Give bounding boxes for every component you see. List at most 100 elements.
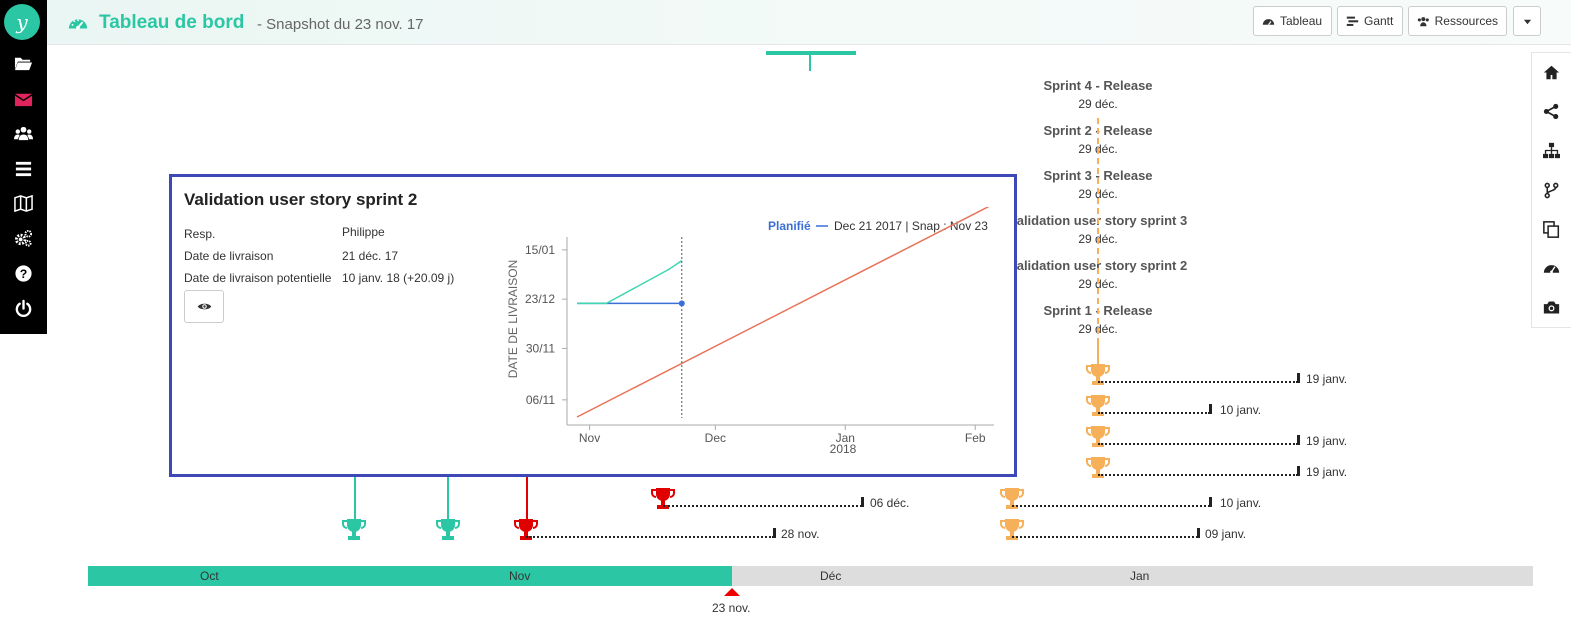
- milestone-connector: [354, 470, 356, 520]
- delay-end-marker: [1209, 497, 1212, 507]
- svg-text:?: ?: [20, 266, 28, 280]
- gantt-button[interactable]: Gantt: [1337, 6, 1403, 36]
- page-subtitle: - Snapshot du 23 nov. 17: [257, 16, 424, 33]
- camera-icon[interactable]: [1532, 288, 1571, 327]
- delay-line: [1098, 474, 1298, 476]
- delay-line: [1012, 536, 1198, 538]
- dashboard-icon[interactable]: [1532, 249, 1571, 288]
- users-icon: [1417, 16, 1429, 26]
- month-label: Nov: [509, 569, 531, 583]
- delay-end-marker: [861, 497, 864, 507]
- dashboard-icon: [1262, 18, 1275, 25]
- trophy-icon[interactable]: [1085, 455, 1111, 481]
- question-icon[interactable]: ?: [0, 258, 47, 288]
- month-label: Déc: [820, 569, 842, 583]
- delay-label: 19 janv.: [1306, 465, 1348, 479]
- more-dropdown-button[interactable]: [1513, 6, 1541, 36]
- reference-diagonal-line: [576, 207, 990, 418]
- trophy-icon[interactable]: [341, 517, 367, 543]
- gantt-button-label: Gantt: [1364, 14, 1394, 28]
- month-label: Oct: [200, 569, 219, 583]
- dashboard-icon: [68, 19, 88, 30]
- chart-x-tick-label: Feb: [965, 431, 986, 445]
- legend-info: Dec 21 2017 | Snap : Nov 23: [834, 219, 988, 233]
- delay-line: [663, 505, 862, 507]
- delay-end-marker: [1297, 373, 1300, 383]
- map-icon[interactable]: [0, 188, 47, 218]
- delay-label: 06 déc.: [870, 496, 910, 510]
- sitemap-icon[interactable]: [1532, 131, 1571, 170]
- popup-title: Validation user story sprint 2: [184, 190, 418, 209]
- chart-x-sublabel: 2018: [830, 442, 857, 456]
- delay-line: [1098, 443, 1298, 445]
- timeline-bar: Oct Nov Déc Jan: [88, 566, 1533, 586]
- view-button[interactable]: [184, 290, 224, 323]
- milestone-date: 29 déc.: [1078, 97, 1118, 111]
- delay-label: 09 janv.: [1205, 527, 1247, 541]
- left-sidebar: y ?: [0, 0, 47, 334]
- milestone-label[interactable]: Sprint 4 - Release 29 déc.: [988, 78, 1208, 111]
- delay-label: 19 janv.: [1306, 434, 1348, 448]
- delay-label: 28 nov.: [781, 527, 820, 541]
- milestone-connector: [526, 470, 528, 520]
- eye-icon: [197, 303, 211, 310]
- delay-end-marker: [1197, 528, 1200, 538]
- users-icon[interactable]: [0, 118, 47, 148]
- trophy-icon[interactable]: [1085, 393, 1111, 419]
- chart-y-axis-label: DATE DE LIVRAISON: [506, 260, 520, 378]
- envelope-icon[interactable]: [0, 84, 47, 114]
- chart-y-tick-label: 15/01: [525, 243, 555, 257]
- trophy-icon[interactable]: [1085, 424, 1111, 450]
- trophy-icon[interactable]: [1085, 362, 1111, 388]
- trophy-icon[interactable]: [999, 486, 1025, 512]
- home-icon[interactable]: [1532, 53, 1571, 92]
- month-label: Jan: [1130, 569, 1150, 583]
- ressources-button[interactable]: Ressources: [1408, 6, 1507, 36]
- app-logo[interactable]: y: [4, 4, 40, 40]
- copy-icon[interactable]: [1532, 210, 1571, 249]
- chart-x-tick-label: Jan: [836, 431, 855, 445]
- power-icon[interactable]: [0, 293, 47, 323]
- potential-date-label: Date de livraison potentielle: [184, 271, 332, 285]
- caret-down-icon: [1523, 19, 1531, 24]
- delivery-date-chart: Planifié Dec 21 2017 | Snap : Nov 23 DAT…: [506, 207, 994, 456]
- bars-icon[interactable]: [0, 153, 47, 183]
- milestone-connector: [1097, 340, 1099, 374]
- cogs-icon[interactable]: [0, 223, 47, 253]
- milestone-connector: [447, 470, 449, 520]
- trophy-icon[interactable]: [650, 486, 676, 512]
- right-toolbar: [1531, 52, 1571, 329]
- delay-line: [1098, 412, 1210, 414]
- delay-line: [1098, 381, 1298, 383]
- delay-label: 10 janv.: [1220, 496, 1262, 510]
- top-milestone-stem: [809, 55, 811, 71]
- resp-value: Philippe: [342, 225, 385, 239]
- top-milestone-bar: [766, 51, 856, 55]
- chart-x-tick-label: Nov: [579, 431, 600, 445]
- trophy-icon[interactable]: [435, 517, 461, 543]
- share-icon[interactable]: [1532, 92, 1571, 131]
- delay-line: [526, 536, 774, 538]
- branch-icon[interactable]: [1532, 171, 1571, 210]
- trophy-icon[interactable]: [513, 517, 539, 543]
- tableau-button[interactable]: Tableau: [1253, 6, 1332, 36]
- delay-end-marker: [1297, 466, 1300, 476]
- planned-point: [678, 300, 685, 307]
- trophy-icon[interactable]: [999, 517, 1025, 543]
- today-marker: [724, 588, 740, 596]
- tableau-button-label: Tableau: [1280, 14, 1323, 28]
- delay-label: 19 janv.: [1306, 372, 1348, 386]
- chart-y-tick-label: 06/11: [526, 393, 555, 407]
- delay-label: 10 janv.: [1220, 403, 1262, 417]
- milestone-detail-popup: Validation user story sprint 2 Resp. Phi…: [169, 174, 1017, 477]
- page-title: Tableau de bord: [99, 12, 245, 33]
- ressources-button-label: Ressources: [1434, 14, 1498, 28]
- chart-y-tick-label: 23/12: [525, 292, 555, 306]
- legend-planned: Planifié: [768, 219, 811, 233]
- folder-open-icon[interactable]: [0, 48, 47, 78]
- potential-date-value: 10 janv. 18 (+20.09 j): [342, 271, 455, 285]
- delay-end-marker: [1209, 404, 1212, 414]
- milestone-name: Sprint 4 - Release: [1043, 78, 1153, 93]
- top-header: Tableau de bord - Snapshot du 23 nov. 17…: [47, 0, 1571, 45]
- snapshot-line: [577, 259, 683, 305]
